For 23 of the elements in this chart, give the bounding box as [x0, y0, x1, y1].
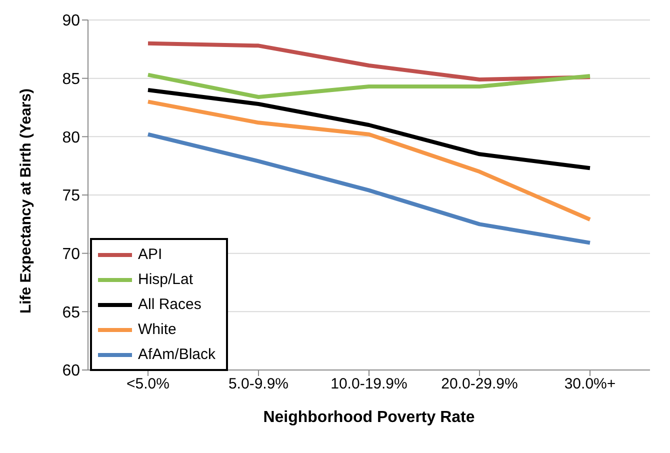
x-tick-label: 5.0-9.9% [228, 376, 289, 393]
x-axis-title: Neighborhood Poverty Rate [263, 409, 475, 426]
x-tick-label: 30.0%+ [564, 376, 616, 393]
y-tick-label: 60 [62, 362, 80, 380]
y-tick-label: 65 [62, 304, 80, 322]
y-tick-label: 90 [62, 12, 80, 30]
line-series [146, 100, 592, 222]
legend-label: API [138, 245, 162, 265]
legend-label: White [138, 320, 176, 340]
line-series [146, 132, 592, 245]
x-tick-label: 20.0-29.9% [441, 376, 518, 393]
line-series [146, 88, 592, 170]
legend-label: Hisp/Lat [138, 270, 194, 290]
legend-label: All Races [138, 295, 202, 315]
y-tick-label: 85 [62, 71, 80, 88]
x-tick-label: 10.0-19.9% [330, 376, 408, 393]
y-axis-title: Life Expectancy at Birth (Years) [18, 88, 34, 314]
y-tick-label: 70 [62, 246, 80, 264]
x-tick-label: <5.0% [126, 376, 170, 393]
y-tick-label: 75 [62, 188, 80, 205]
legend-label: AfAm/Black [138, 345, 216, 365]
line-series [146, 72, 592, 99]
y-tick-label: 80 [62, 129, 80, 146]
